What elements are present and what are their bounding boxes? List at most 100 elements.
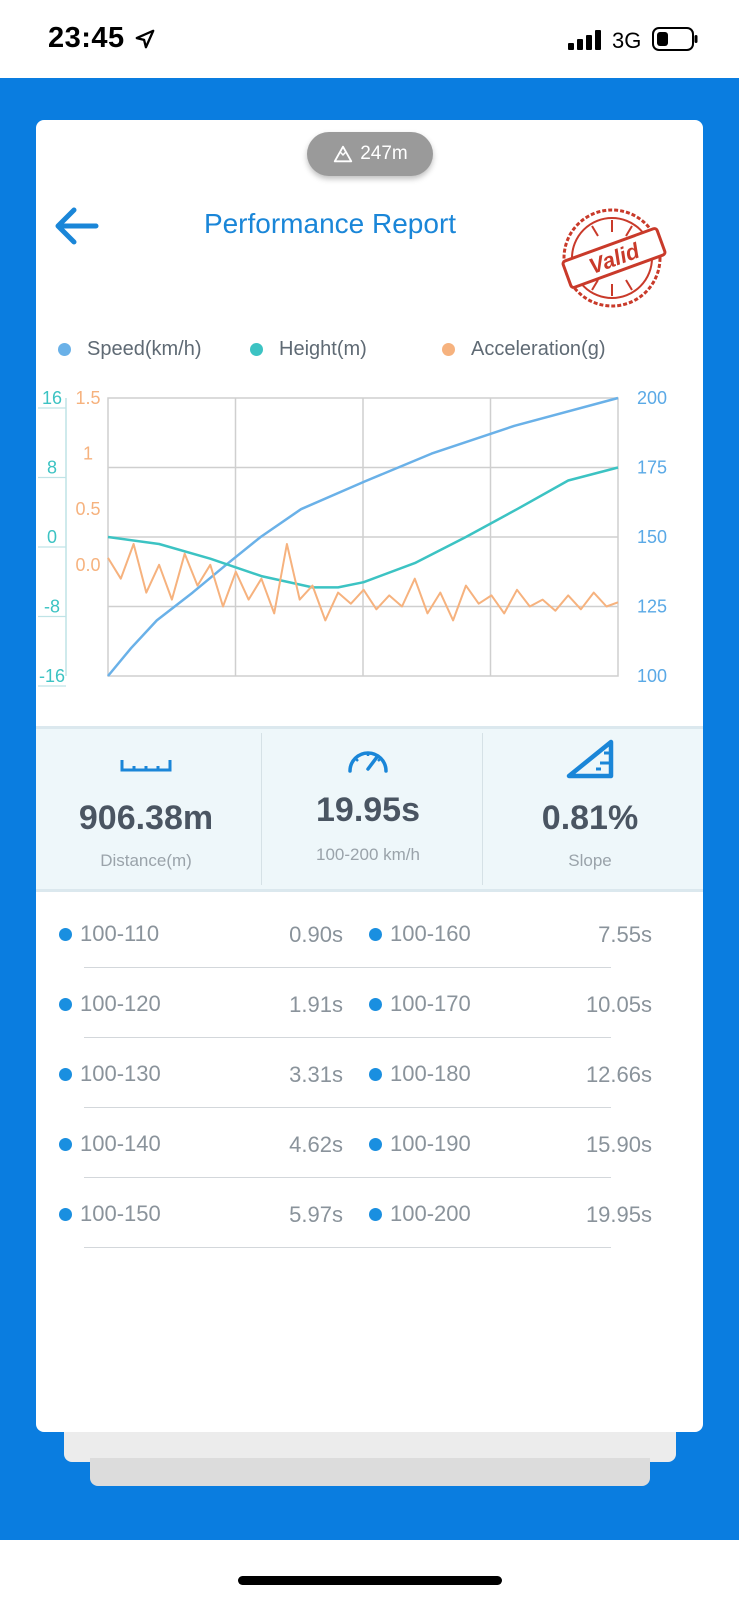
y-tick-acceleration: 0.0 — [75, 555, 100, 575]
arrow-left-icon[interactable] — [52, 204, 100, 248]
split-cell-right: 100-160 — [369, 914, 471, 954]
split-range: 100-160 — [390, 921, 471, 946]
signal-bars-icon — [568, 30, 601, 50]
split-range: 100-110 — [80, 921, 160, 946]
stat-slope: 0.81% Slope — [480, 729, 700, 889]
stats-panel: 906.38m Distance(m) 19.95s 100-200 km/h … — [36, 726, 703, 892]
split-divider — [84, 1177, 611, 1178]
mountain-icon — [334, 145, 353, 163]
split-row: 100-140 4.62s 100-190 15.90s — [0, 1124, 739, 1164]
legend-speed: Speed(km/h) — [58, 334, 202, 364]
split-row: 100-120 1.91s 100-170 10.05s — [0, 984, 739, 1024]
y-tick-height: 8 — [47, 458, 57, 478]
network-type: 3G — [612, 28, 642, 53]
split-time: 4.62s — [289, 1132, 343, 1157]
legend-height: Height(m) — [250, 334, 367, 364]
stat-divider — [482, 733, 483, 885]
split-range: 100-170 — [390, 991, 471, 1016]
split-cell-left: 100-130 — [59, 1054, 161, 1094]
split-time: 10.05s — [585, 992, 652, 1017]
page-title: Performance Report — [203, 208, 457, 239]
split-cell-left: 100-110 — [59, 914, 159, 954]
legend-dot-height — [250, 342, 263, 356]
battery-icon — [652, 27, 698, 51]
split-time: 5.97s — [289, 1202, 343, 1227]
split-divider — [84, 1107, 611, 1108]
slope-value: 0.81% — [541, 799, 639, 837]
split-divider — [84, 1247, 611, 1248]
y-tick-height: 0 — [47, 527, 57, 547]
split-row: 100-110 0.90s 100-160 7.55s — [0, 914, 739, 954]
split-range: 100-200 — [390, 1201, 471, 1226]
y-tick-speed: 125 — [637, 597, 667, 617]
y-tick-speed: 200 — [637, 388, 667, 408]
time-value: 19.95s — [316, 791, 420, 829]
split-time: 15.90s — [585, 1132, 652, 1157]
card-stack-shadow-back — [90, 1458, 650, 1486]
split-cell-left: 100-140 — [59, 1124, 161, 1164]
stat-divider — [261, 733, 262, 885]
split-cell-right: 100-200 — [369, 1194, 471, 1234]
legend-dot-acceleration — [442, 342, 455, 356]
distance-value: 906.38m — [78, 799, 214, 837]
split-row: 100-150 5.97s 100-200 19.95s — [0, 1194, 739, 1234]
stat-time: 19.95s 100-200 km/h — [258, 729, 478, 889]
y-tick-acceleration: 0.5 — [75, 499, 100, 519]
distance-label: Distance(m) — [100, 851, 192, 870]
split-row: 100-130 3.31s 100-180 12.66s — [0, 1054, 739, 1094]
status-time: 23:45 — [48, 22, 125, 54]
split-cell-left: 100-120 — [59, 984, 161, 1024]
split-range: 100-180 — [390, 1061, 471, 1086]
split-range: 100-130 — [80, 1061, 161, 1086]
speedometer-icon — [348, 751, 388, 773]
legend-label-speed: Speed(km/h) — [87, 337, 202, 360]
slope-label: Slope — [568, 851, 612, 870]
location-arrow-icon — [135, 29, 155, 49]
split-cell-left: 100-150 — [59, 1194, 161, 1234]
stat-distance: 906.38m Distance(m) — [36, 729, 256, 889]
time-label: 100-200 km/h — [316, 845, 420, 864]
split-time: 19.95s — [585, 1202, 652, 1227]
split-time: 12.66s — [585, 1062, 652, 1087]
ruler-icon — [120, 760, 172, 772]
split-range: 100-140 — [80, 1131, 161, 1156]
split-time: 3.31s — [289, 1062, 343, 1087]
y-tick-height: 16 — [42, 388, 62, 408]
y-tick-speed: 150 — [637, 527, 667, 547]
split-bullet — [59, 927, 72, 941]
split-range: 100-150 — [80, 1201, 161, 1226]
y-tick-height: -16 — [39, 666, 65, 686]
altitude-value: 247m — [360, 143, 408, 164]
split-bullet — [369, 927, 382, 941]
split-bullet — [369, 997, 382, 1011]
y-tick-height: -8 — [44, 597, 60, 617]
split-bullet — [59, 1207, 72, 1221]
series-line-height — [107, 466, 619, 589]
series-line-acceleration — [107, 543, 619, 622]
split-divider — [84, 967, 611, 968]
split-range: 100-120 — [80, 991, 161, 1016]
split-bullet — [59, 1137, 72, 1151]
performance-chart: 16 8 0 -8 -16 1.5 1 0.5 0.0 200 175 150 125 100 — [38, 388, 667, 687]
home-indicator — [238, 1576, 502, 1585]
split-time: 7.55s — [598, 922, 652, 947]
y-tick-acceleration: 1.5 — [75, 388, 100, 408]
y-tick-acceleration: 1 — [83, 444, 93, 464]
split-bullet — [59, 1067, 72, 1081]
split-cell-right: 100-190 — [369, 1124, 471, 1164]
legend-acceleration: Acceleration(g) — [442, 334, 606, 364]
split-bullet — [59, 997, 72, 1011]
y-tick-speed: 100 — [637, 666, 667, 686]
split-divider — [84, 1037, 611, 1038]
altitude-badge: 247m — [307, 132, 433, 176]
split-bullet — [369, 1067, 382, 1081]
y-tick-speed: 175 — [637, 458, 667, 478]
status-bar: 23:45 3G — [0, 0, 739, 78]
card-stack-shadow — [64, 1432, 676, 1462]
split-range: 100-190 — [390, 1131, 471, 1156]
series-line-speed — [107, 396, 619, 677]
split-cell-right: 100-180 — [369, 1054, 471, 1094]
slope-icon — [566, 739, 614, 779]
split-cell-right: 100-170 — [369, 984, 471, 1024]
legend-label-acceleration: Acceleration(g) — [471, 337, 606, 360]
